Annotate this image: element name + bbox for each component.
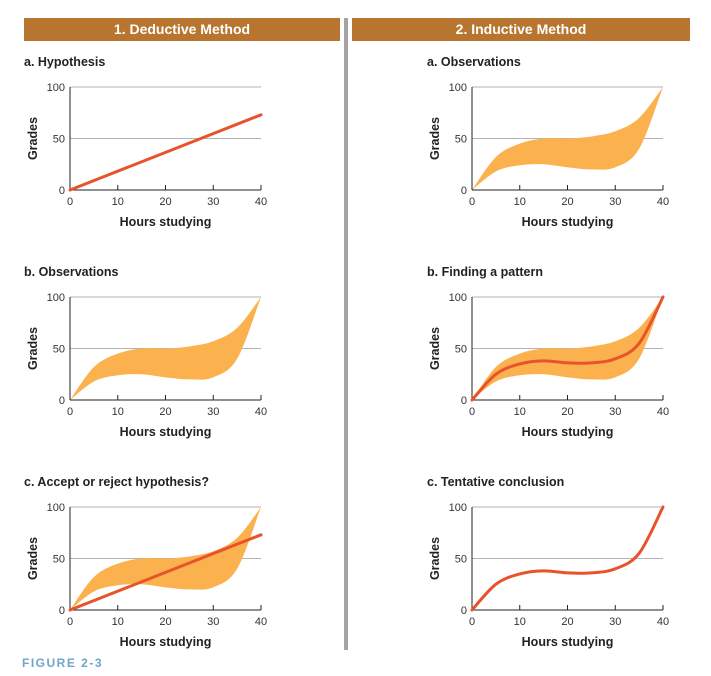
x-tick-label: 10: [514, 406, 526, 418]
chart-inductive-conclusion: 0 10 20 30 40 0 50 100 Hours studying Grades: [428, 502, 669, 649]
figure-label: FIGURE 2-3: [22, 656, 104, 670]
x-tick-label: 40: [657, 196, 669, 208]
panel-title-inductive-a: a. Observations: [427, 55, 521, 69]
chart-deductive-observations: 0 10 20 30 40 0 50 100 Hours studying Grades: [26, 292, 267, 439]
y-tick-label: 0: [461, 605, 467, 617]
observation-band: [472, 297, 663, 400]
x-tick-label: 10: [514, 196, 526, 208]
x-tick-label: 20: [561, 406, 573, 418]
y-tick-label: 50: [455, 554, 467, 566]
x-tick-label: 10: [514, 616, 526, 628]
x-tick-label: 30: [609, 616, 621, 628]
x-tick-label: 10: [112, 406, 124, 418]
x-tick-label: 30: [207, 616, 219, 628]
y-tick-label: 100: [449, 502, 467, 514]
x-tick-label: 40: [657, 616, 669, 628]
x-tick-label: 40: [657, 406, 669, 418]
x-tick-label: 40: [255, 406, 267, 418]
x-tick-label: 40: [255, 196, 267, 208]
x-axis-label: Hours studying: [522, 425, 614, 439]
y-axis-label: Grades: [26, 537, 40, 580]
hypothesis-line: [68, 533, 263, 612]
x-axis-label: Hours studying: [522, 215, 614, 229]
x-tick-label: 20: [561, 196, 573, 208]
observation-band: [70, 297, 261, 400]
x-tick-label: 20: [159, 406, 171, 418]
x-tick-label: 10: [112, 616, 124, 628]
y-tick-label: 50: [455, 134, 467, 146]
y-tick-label: 50: [53, 554, 65, 566]
x-axis-label: Hours studying: [522, 635, 614, 649]
x-axis-label: Hours studying: [120, 215, 212, 229]
y-tick-label: 50: [53, 134, 65, 146]
x-tick-label: 10: [112, 196, 124, 208]
panel-title-deductive-c: c. Accept or reject hypothesis?: [24, 475, 210, 489]
panel-title-deductive-a: a. Hypothesis: [24, 55, 106, 69]
y-tick-label: 50: [53, 344, 65, 356]
panel-title-inductive-b: b. Finding a pattern: [427, 265, 543, 279]
x-tick-label: 0: [67, 616, 73, 628]
x-tick-label: 20: [159, 616, 171, 628]
y-axis-label: Grades: [26, 327, 40, 370]
y-tick-label: 100: [449, 82, 467, 94]
x-tick-label: 0: [469, 406, 475, 418]
y-tick-label: 100: [47, 82, 65, 94]
observation-band: [472, 87, 663, 190]
y-axis-label: Grades: [26, 117, 40, 160]
chart-inductive-observations: 0 10 20 30 40 0 50 100 Hours studying Grades: [428, 82, 669, 229]
x-tick-label: 40: [255, 616, 267, 628]
x-tick-label: 20: [561, 616, 573, 628]
panel-title-inductive-c: c. Tentative conclusion: [427, 475, 565, 489]
y-axis-label: Grades: [428, 117, 442, 160]
x-tick-label: 0: [67, 406, 73, 418]
chart-inductive-pattern: 0 10 20 30 40 0 50 100 Hours studying Grades: [428, 292, 669, 439]
deductive-method-header: 1. Deductive Method: [24, 18, 340, 41]
pattern-curve: [470, 505, 665, 612]
x-tick-label: 30: [207, 196, 219, 208]
y-tick-label: 100: [449, 292, 467, 304]
chart-deductive-hypothesis: 0 10 20 30 40 0 50 100 Hours studying Grades: [26, 82, 267, 229]
pattern-curve: [470, 295, 665, 402]
chart-deductive-accept-reject: 0 10 20 30 40 0 50 100 Hours studying Grades: [26, 502, 267, 649]
y-tick-label: 0: [59, 185, 65, 197]
x-axis-label: Hours studying: [120, 635, 212, 649]
y-tick-label: 0: [59, 395, 65, 407]
y-axis-label: Grades: [428, 327, 442, 370]
y-tick-label: 0: [59, 605, 65, 617]
x-tick-label: 30: [207, 406, 219, 418]
x-axis-label: Hours studying: [120, 425, 212, 439]
x-tick-label: 0: [469, 196, 475, 208]
y-tick-label: 100: [47, 502, 65, 514]
x-tick-label: 30: [609, 406, 621, 418]
hypothesis-line: [68, 113, 263, 192]
y-tick-label: 0: [461, 185, 467, 197]
y-tick-label: 50: [455, 344, 467, 356]
y-axis-label: Grades: [428, 537, 442, 580]
column-divider: [344, 18, 348, 650]
inductive-method-header: 2. Inductive Method: [352, 18, 690, 41]
x-tick-label: 0: [469, 616, 475, 628]
y-tick-label: 0: [461, 395, 467, 407]
y-tick-label: 100: [47, 292, 65, 304]
x-tick-label: 0: [67, 196, 73, 208]
x-tick-label: 20: [159, 196, 171, 208]
panel-title-deductive-b: b. Observations: [24, 265, 119, 279]
x-tick-label: 30: [609, 196, 621, 208]
observation-band: [70, 507, 261, 610]
